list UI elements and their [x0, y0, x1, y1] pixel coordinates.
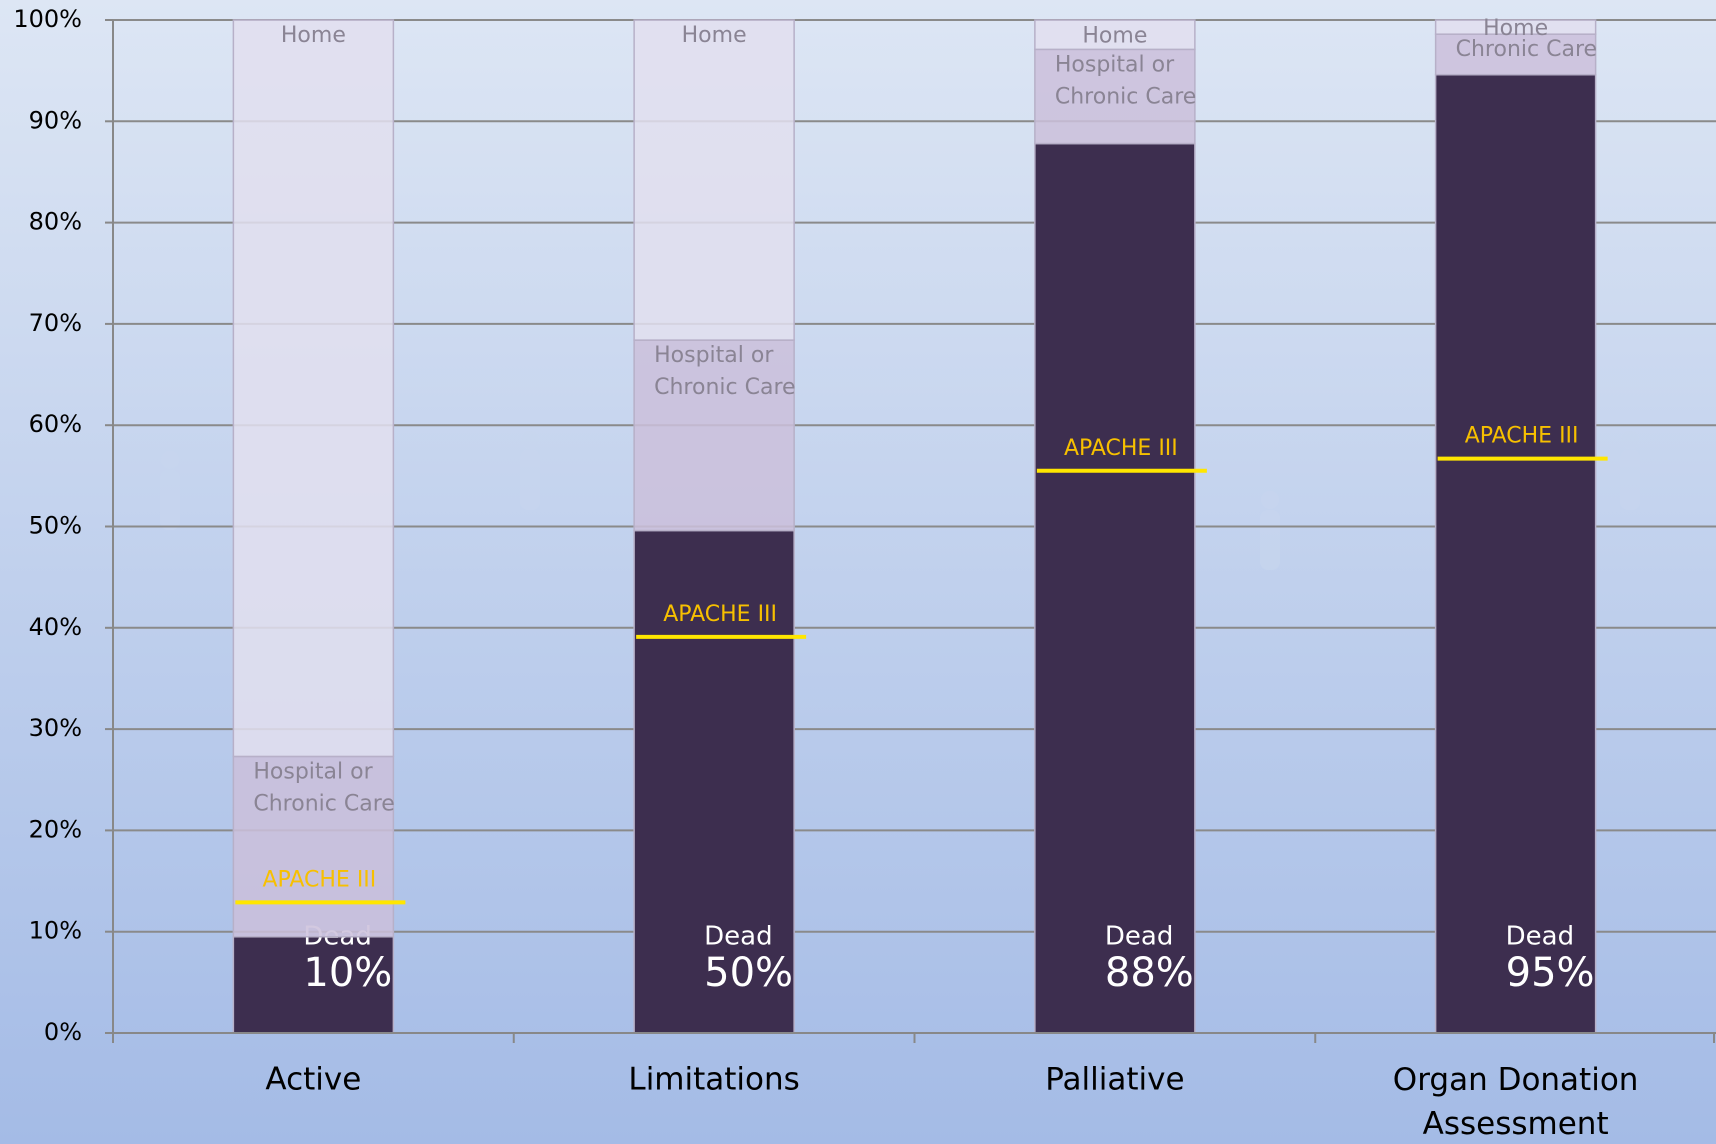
segment-label: Dead	[1506, 922, 1574, 952]
x-tick-label: Limitations	[628, 1062, 799, 1098]
bar-segment	[1434, 73, 1597, 1034]
apache-label: APACHE III	[663, 602, 777, 627]
y-tick-label: 70%	[29, 309, 82, 337]
y-tick-label: 80%	[29, 208, 82, 236]
apache-label: APACHE III	[1064, 436, 1178, 461]
y-tick-label: 30%	[29, 714, 82, 742]
bar-segment	[1034, 142, 1196, 1034]
value-label: 10%	[303, 950, 392, 996]
segment-label: Dead	[1105, 922, 1173, 952]
y-tick-label: 40%	[29, 613, 82, 641]
x-tick-label: Organ Donation Assessment	[1393, 1062, 1639, 1142]
bar-segment	[1034, 48, 1196, 145]
y-tick-label: 50%	[29, 512, 82, 540]
segment-label: Dead	[704, 922, 772, 952]
segment-label: Home	[682, 23, 747, 48]
bar-segment	[1034, 19, 1196, 51]
y-tick-label: 20%	[29, 815, 82, 843]
segment-label: Home	[1483, 16, 1548, 41]
decor-figures	[160, 431, 1640, 570]
bar-segment	[633, 339, 795, 532]
value-label: 50%	[704, 950, 793, 996]
segment-label: Home	[1082, 24, 1147, 49]
apache-label: APACHE III	[262, 867, 376, 892]
x-tick-label: Palliative	[1045, 1062, 1184, 1098]
value-label: 88%	[1105, 950, 1194, 996]
segment-label: Hospital or Chronic Care	[253, 759, 394, 816]
bar-segment	[232, 19, 395, 758]
bar-segment	[633, 19, 795, 341]
y-tick-label: 10%	[29, 917, 82, 945]
apache-label: APACHE III	[1465, 424, 1579, 449]
bar-segment	[232, 936, 395, 1034]
y-tick-label: 90%	[29, 106, 82, 134]
segment-label: Home	[281, 23, 346, 48]
x-tick-label: Active	[265, 1062, 361, 1098]
segment-label: Chronic Care	[1456, 37, 1597, 62]
value-label: 95%	[1506, 950, 1595, 996]
y-tick-label: 0%	[44, 1018, 82, 1046]
bar-segment	[1434, 19, 1597, 35]
y-tick-label: 100%	[13, 5, 82, 33]
segment-label: Hospital or Chronic Care	[654, 343, 795, 400]
segment-label: Hospital or Chronic Care	[1055, 52, 1196, 109]
y-tick-label: 60%	[29, 410, 82, 438]
bar-segment	[633, 529, 795, 1034]
